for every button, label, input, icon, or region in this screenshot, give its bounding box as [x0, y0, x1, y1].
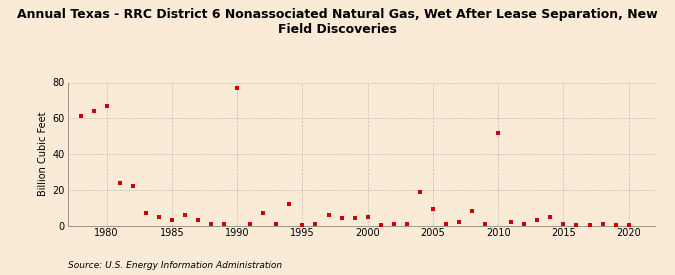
Point [271, 222, 281, 226]
Point [388, 222, 399, 226]
Point [219, 222, 230, 226]
Point [558, 222, 569, 226]
Point [192, 218, 203, 222]
Point [101, 104, 112, 108]
Point [180, 213, 190, 217]
Point [454, 220, 464, 224]
Point [323, 213, 334, 217]
Point [545, 214, 556, 219]
Point [532, 218, 543, 222]
Y-axis label: Billion Cubic Feet: Billion Cubic Feet [38, 112, 48, 196]
Point [480, 222, 491, 226]
Point [140, 211, 151, 215]
Point [232, 86, 242, 90]
Point [88, 109, 99, 113]
Point [153, 214, 164, 219]
Point [597, 222, 608, 226]
Point [245, 222, 256, 226]
Point [310, 222, 321, 226]
Point [414, 189, 425, 194]
Point [441, 222, 452, 226]
Point [297, 222, 308, 227]
Point [584, 222, 595, 227]
Point [427, 207, 438, 212]
Point [206, 222, 217, 226]
Point [402, 222, 412, 226]
Point [466, 209, 477, 213]
Point [75, 114, 86, 119]
Point [506, 220, 516, 224]
Text: Annual Texas - RRC District 6 Nonassociated Natural Gas, Wet After Lease Separat: Annual Texas - RRC District 6 Nonassocia… [17, 8, 658, 36]
Point [571, 222, 582, 227]
Point [519, 222, 530, 226]
Point [349, 216, 360, 221]
Point [610, 222, 621, 227]
Point [284, 202, 295, 206]
Point [258, 211, 269, 215]
Point [623, 222, 634, 227]
Point [336, 216, 347, 221]
Text: Source: U.S. Energy Information Administration: Source: U.S. Energy Information Administ… [68, 260, 281, 270]
Point [114, 180, 125, 185]
Point [167, 218, 178, 222]
Point [375, 222, 386, 227]
Point [128, 184, 138, 188]
Point [493, 130, 504, 135]
Point [362, 214, 373, 219]
